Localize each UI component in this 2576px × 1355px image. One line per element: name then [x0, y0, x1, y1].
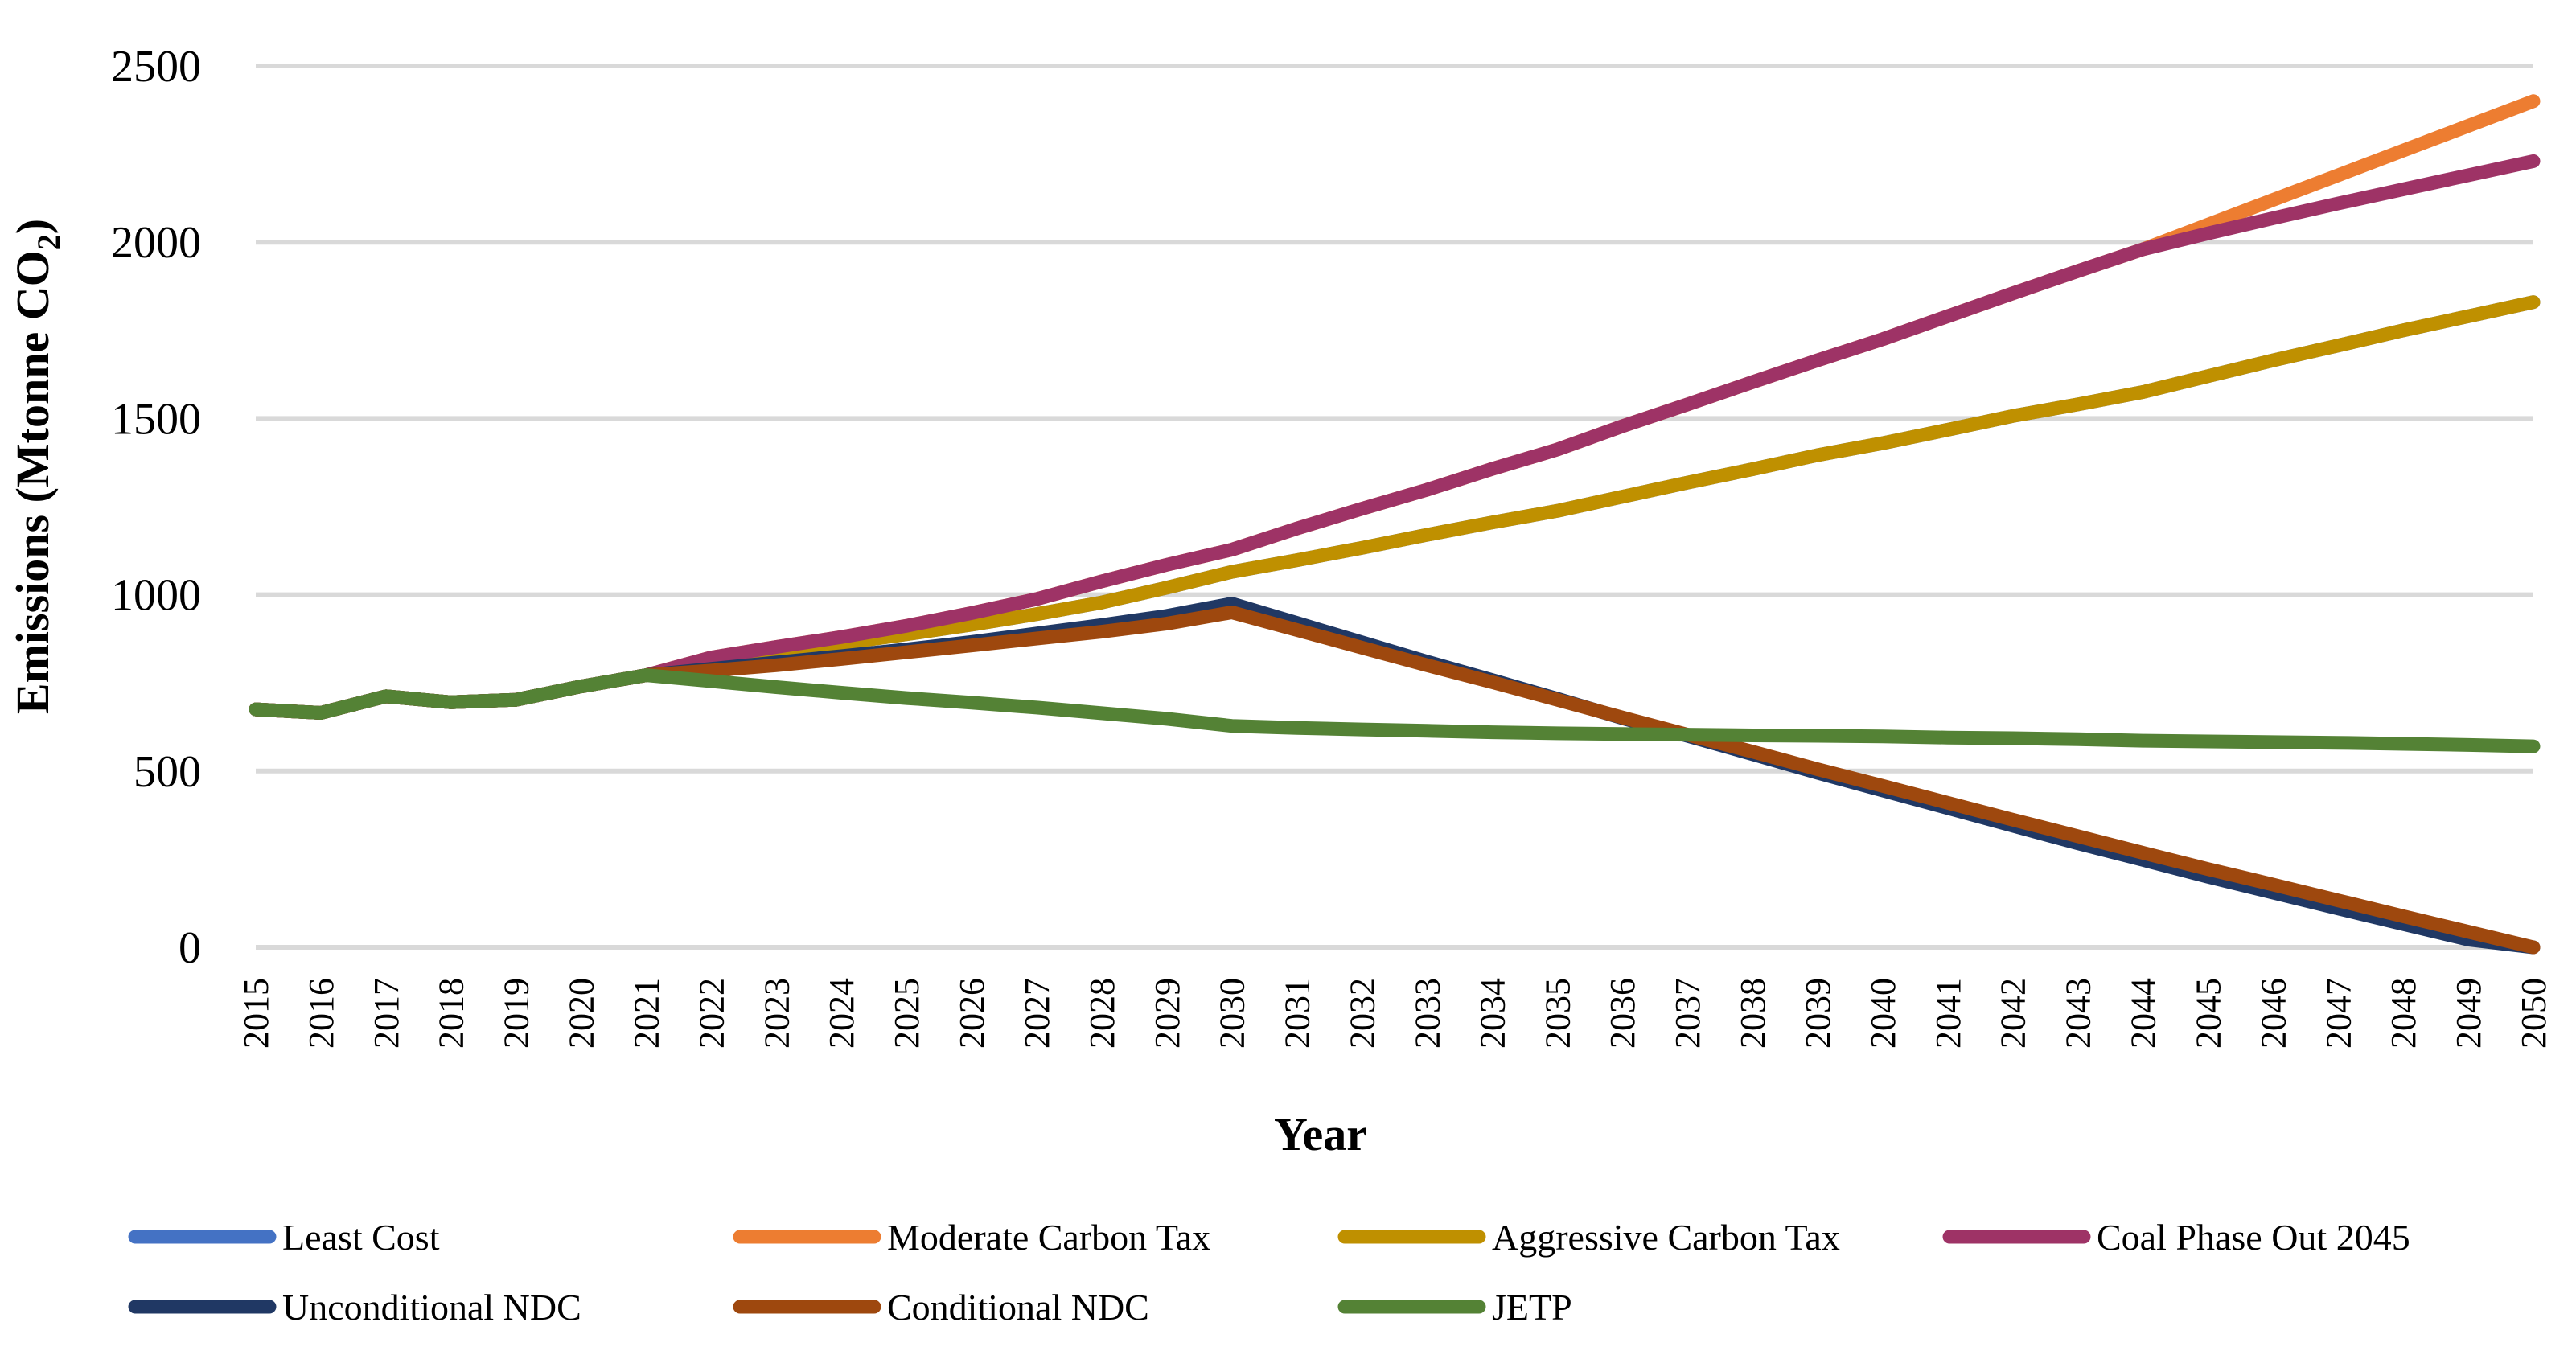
x-tick-label: 2020 — [562, 978, 602, 1049]
x-tick-label: 2040 — [1863, 978, 1903, 1049]
y-axis-title: Emissions (Mtonne CO2) — [6, 219, 67, 714]
series-line-jetp — [249, 668, 2541, 753]
x-tick-label: 2044 — [2124, 978, 2163, 1049]
x-tick-label: 2039 — [1798, 978, 1838, 1049]
y-tick-label: 500 — [134, 747, 201, 797]
x-tick-label: 2050 — [2514, 978, 2553, 1049]
x-axis-ticks: 2015 2016 2017 2018 2019 2020 2021 2022 2023 2024… — [236, 978, 2553, 1049]
legend-label: JETP — [1492, 1287, 1572, 1328]
x-tick-label: 2047 — [2319, 978, 2358, 1049]
x-tick-label: 2035 — [1538, 978, 1577, 1049]
x-tick-label: 2045 — [2188, 978, 2228, 1049]
series-lines — [249, 94, 2541, 955]
series-line-conditional-ndc — [249, 606, 2541, 955]
x-tick-label: 2038 — [1733, 978, 1773, 1049]
x-tick-label: 2024 — [822, 978, 861, 1049]
x-tick-label: 2036 — [1603, 978, 1642, 1049]
x-tick-label: 2037 — [1668, 978, 1707, 1049]
x-tick-label: 2015 — [236, 978, 276, 1049]
x-tick-label: 2030 — [1213, 978, 1252, 1049]
legend-label: Unconditional NDC — [282, 1287, 581, 1328]
x-tick-label: 2025 — [887, 978, 926, 1049]
x-tick-label: 2032 — [1343, 978, 1382, 1049]
legend: Least Cost Moderate Carbon Tax Aggressive … — [128, 1217, 2410, 1328]
legend-label: Least Cost — [282, 1217, 440, 1258]
x-tick-label: 2046 — [2253, 978, 2293, 1049]
x-tick-label: 2019 — [497, 978, 536, 1049]
y-tick-label: 1000 — [111, 571, 201, 621]
x-tick-label: 2027 — [1017, 978, 1057, 1049]
x-tick-label: 2026 — [952, 978, 992, 1049]
x-axis-title: Year — [1274, 1108, 1367, 1160]
x-tick-label: 2041 — [1929, 978, 1968, 1049]
x-tick-label: 2049 — [2449, 978, 2488, 1049]
x-tick-label: 2031 — [1278, 978, 1317, 1049]
y-tick-label: 0 — [179, 923, 201, 973]
x-tick-label: 2048 — [2384, 978, 2423, 1049]
x-tick-label: 2021 — [627, 978, 666, 1049]
legend-label: Conditional NDC — [887, 1287, 1149, 1328]
y-tick-label: 2000 — [111, 218, 201, 268]
x-tick-label: 2022 — [692, 978, 731, 1049]
x-tick-label: 2043 — [2059, 978, 2098, 1049]
gridlines — [256, 64, 2533, 950]
x-tick-label: 2033 — [1407, 978, 1447, 1049]
legend-label: Moderate Carbon Tax — [887, 1217, 1210, 1258]
x-tick-label: 2018 — [432, 978, 471, 1049]
y-tick-label: 1500 — [111, 394, 201, 444]
x-tick-label: 2028 — [1083, 978, 1122, 1049]
legend-label: Coal Phase Out 2045 — [2097, 1217, 2410, 1258]
x-tick-label: 2017 — [367, 978, 406, 1049]
x-tick-label: 2042 — [1994, 978, 2033, 1049]
y-axis-ticks: 0 500 1000 1500 2000 2500 — [111, 42, 201, 973]
y-tick-label: 2500 — [111, 42, 201, 92]
x-tick-label: 2029 — [1148, 978, 1187, 1049]
x-tick-label: 2023 — [757, 978, 796, 1049]
x-tick-label: 2034 — [1473, 978, 1512, 1049]
series-line-moderate-carbon-tax — [249, 94, 2541, 720]
x-tick-label: 2016 — [302, 978, 341, 1049]
legend-label: Aggressive Carbon Tax — [1492, 1217, 1840, 1258]
